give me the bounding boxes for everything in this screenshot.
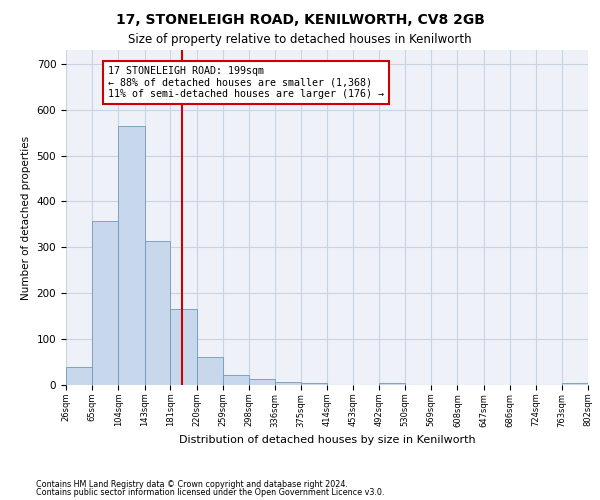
Bar <box>145 242 170 385</box>
Bar <box>197 356 223 385</box>
Text: 17 STONELEIGH ROAD: 199sqm
← 88% of detached houses are smaller (1,368)
11% of s: 17 STONELEIGH ROAD: 199sqm ← 88% of deta… <box>108 66 384 100</box>
Text: Contains public sector information licensed under the Open Government Licence v3: Contains public sector information licen… <box>36 488 385 497</box>
Bar <box>223 375 249 385</box>
Bar <box>275 382 301 385</box>
Y-axis label: Number of detached properties: Number of detached properties <box>21 136 31 300</box>
Bar <box>379 382 405 385</box>
Bar <box>301 382 327 385</box>
Text: Contains HM Land Registry data © Crown copyright and database right 2024.: Contains HM Land Registry data © Crown c… <box>36 480 348 489</box>
Bar <box>249 380 275 385</box>
Bar <box>66 366 92 385</box>
Bar <box>562 382 588 385</box>
Bar <box>170 310 197 385</box>
Bar <box>118 126 145 385</box>
Text: 17, STONELEIGH ROAD, KENILWORTH, CV8 2GB: 17, STONELEIGH ROAD, KENILWORTH, CV8 2GB <box>116 12 484 26</box>
Bar <box>92 221 118 385</box>
Text: Size of property relative to detached houses in Kenilworth: Size of property relative to detached ho… <box>128 32 472 46</box>
X-axis label: Distribution of detached houses by size in Kenilworth: Distribution of detached houses by size … <box>179 435 475 445</box>
